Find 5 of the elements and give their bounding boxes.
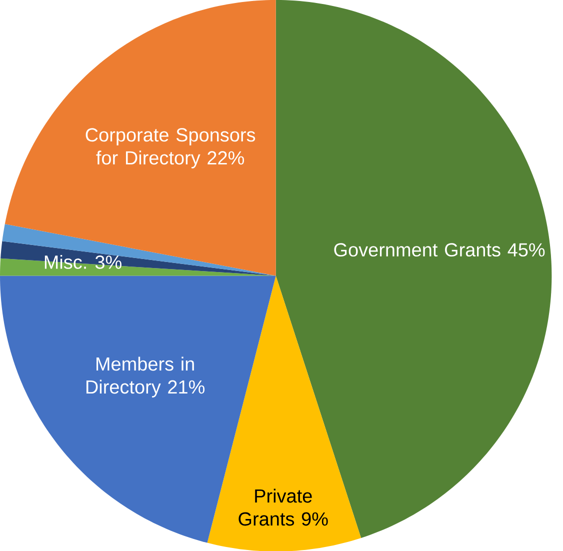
slice-label: Private Grants 9% [238, 488, 328, 526]
slice-label: Government Grants 45% [334, 242, 545, 256]
text: Misc. 3% [44, 254, 122, 269]
slice-label: Members in Directory 21% [86, 356, 205, 398]
slice-label: Corporate Sponsors for Directory 22% [86, 128, 256, 168]
